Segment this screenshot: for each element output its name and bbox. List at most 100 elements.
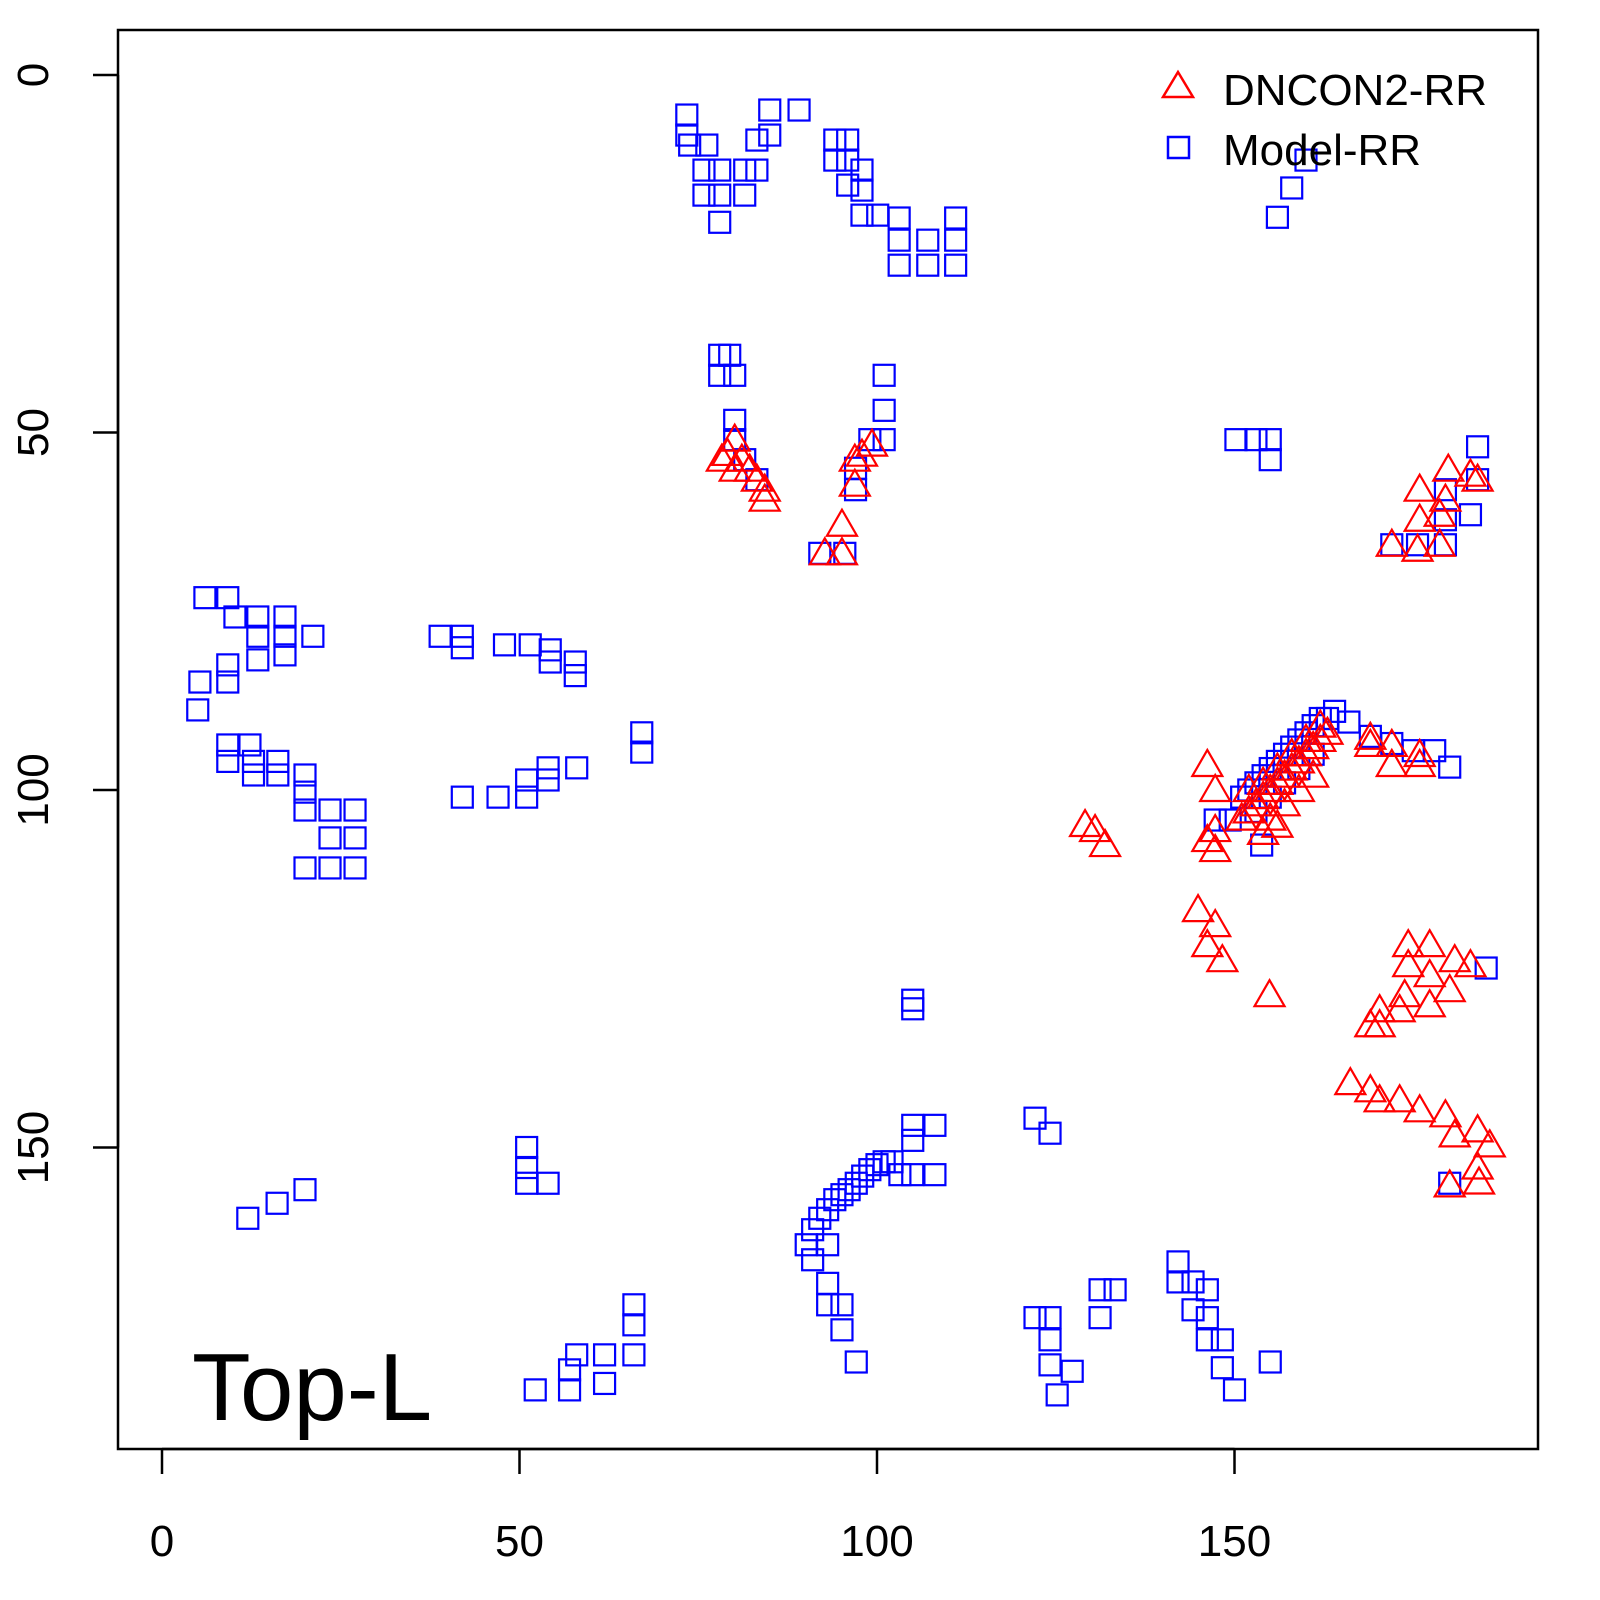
legend-triangle-icon bbox=[1160, 69, 1196, 99]
dncon2-rr-point bbox=[1422, 497, 1457, 527]
model-rr-point bbox=[745, 158, 769, 182]
dncon2-rr-point bbox=[1267, 787, 1302, 817]
dncon2-rr-point bbox=[1402, 737, 1437, 768]
model-rr-point bbox=[246, 624, 270, 648]
model-rr-point bbox=[916, 228, 940, 252]
model-rr-point bbox=[1222, 1378, 1247, 1402]
x-axis: 0 50 100 150 bbox=[150, 1447, 1271, 1566]
model-rr-point bbox=[273, 605, 297, 629]
model-rr-point bbox=[1405, 533, 1430, 557]
y-tick-label: 0 bbox=[9, 63, 58, 87]
model-rr-point bbox=[944, 253, 968, 277]
model-rr-point bbox=[293, 1178, 317, 1202]
model-rr-point bbox=[515, 1135, 539, 1160]
dncon2-rr-point bbox=[837, 467, 872, 497]
model-rr-point bbox=[816, 1271, 840, 1295]
model-rr-point bbox=[293, 798, 317, 822]
dncon2-rr-point bbox=[1088, 827, 1122, 858]
model-rr-point bbox=[830, 1293, 854, 1317]
model-rr-point bbox=[1195, 1306, 1219, 1330]
dncon2-rr-point bbox=[1362, 993, 1397, 1023]
model-rr-point bbox=[1280, 176, 1304, 200]
dncon2-rr-point bbox=[1412, 927, 1447, 958]
model-rr-point bbox=[301, 624, 325, 648]
model-rr-point bbox=[293, 780, 317, 804]
model-rr-point bbox=[1195, 1328, 1219, 1352]
dncon2-rr-point bbox=[1402, 1093, 1437, 1123]
model-rr-point bbox=[318, 826, 342, 850]
model-rr-point bbox=[536, 756, 560, 780]
model-rr-point bbox=[622, 1293, 646, 1317]
model-rr-point bbox=[1166, 1250, 1190, 1274]
dncon2-rr-point bbox=[724, 442, 759, 472]
dncon2-rr-point bbox=[1198, 812, 1233, 843]
dncon2-rr-point bbox=[1382, 993, 1417, 1023]
model-rr-point bbox=[866, 203, 890, 227]
dncon2-rr-point bbox=[739, 462, 774, 492]
dncon2-rr-point bbox=[1453, 947, 1488, 978]
model-rr-point bbox=[944, 206, 968, 230]
model-rr-point bbox=[1224, 428, 1248, 452]
dncon2-rr-point bbox=[1437, 942, 1472, 973]
dncon2-rr-point bbox=[1205, 942, 1240, 973]
model-rr-point bbox=[523, 1378, 547, 1402]
dncon2-rr-point bbox=[1267, 758, 1302, 788]
model-rr-point bbox=[887, 253, 911, 277]
model-rr-point bbox=[622, 1313, 646, 1337]
dncon2-rr-point bbox=[1281, 744, 1316, 774]
model-rr-point bbox=[538, 650, 562, 674]
model-rr-point bbox=[901, 1113, 925, 1137]
x-tick-label: 50 bbox=[495, 1517, 544, 1566]
model-rr-point bbox=[343, 798, 367, 822]
dncon2-rr-point bbox=[1432, 1168, 1467, 1198]
dncon2-rr-point bbox=[1296, 729, 1331, 760]
model-rr-point bbox=[1250, 833, 1274, 857]
model-rr-point bbox=[675, 103, 699, 127]
model-rr-point bbox=[901, 1163, 925, 1187]
model-rr-point bbox=[238, 733, 262, 757]
dncon2-rr-point bbox=[1402, 472, 1437, 502]
dncon2-rr-point bbox=[1387, 978, 1422, 1008]
model-rr-point bbox=[293, 856, 317, 880]
dncon2-rr-point bbox=[1260, 808, 1295, 838]
dncon2-rr-point bbox=[1432, 972, 1467, 1003]
legend-square-icon bbox=[1166, 135, 1191, 160]
model-rr-point bbox=[844, 1350, 868, 1374]
model-rr-point bbox=[1258, 428, 1282, 452]
model-rr-point bbox=[733, 158, 757, 182]
model-rr-point bbox=[236, 1206, 260, 1230]
model-rr-point bbox=[318, 798, 342, 822]
dncon2-rr-point bbox=[1402, 747, 1437, 778]
model-rr-point bbox=[944, 228, 968, 252]
model-rr-point bbox=[273, 624, 297, 648]
model-rr-point bbox=[1423, 739, 1447, 763]
model-rr-point bbox=[923, 1113, 947, 1137]
data-points bbox=[186, 98, 1507, 1407]
model-rr-point bbox=[888, 1163, 912, 1187]
model-rr-point bbox=[293, 763, 317, 787]
model-rr-point bbox=[758, 98, 782, 122]
model-rr-point bbox=[695, 133, 719, 157]
model-rr-point bbox=[1023, 1106, 1047, 1130]
model-rr-point bbox=[246, 605, 270, 629]
dncon2-rr-point bbox=[1181, 892, 1215, 923]
model-rr-point bbox=[536, 1171, 560, 1195]
legend-label-dncon2: DNCON2-RR bbox=[1223, 66, 1487, 115]
model-rr-point bbox=[901, 1128, 925, 1152]
model-rr-point bbox=[241, 749, 266, 774]
model-rr-point bbox=[1474, 956, 1498, 980]
model-rr-point bbox=[837, 1178, 861, 1202]
model-rr-point bbox=[1166, 1270, 1190, 1294]
model-rr-point bbox=[241, 763, 266, 787]
model-rr-point bbox=[858, 428, 882, 452]
dncon2-rr-point bbox=[1422, 527, 1457, 557]
model-rr-point bbox=[1045, 1383, 1069, 1407]
model-rr-point bbox=[880, 1150, 904, 1174]
dncon2-rr-point bbox=[1362, 1008, 1397, 1038]
dncon2-rr-point bbox=[1078, 812, 1112, 843]
model-rr-point bbox=[794, 1233, 818, 1257]
model-rr-point bbox=[563, 663, 587, 688]
x-tick-label: 100 bbox=[840, 1517, 913, 1566]
model-rr-point bbox=[1337, 710, 1361, 734]
model-rr-point bbox=[1210, 1356, 1234, 1380]
